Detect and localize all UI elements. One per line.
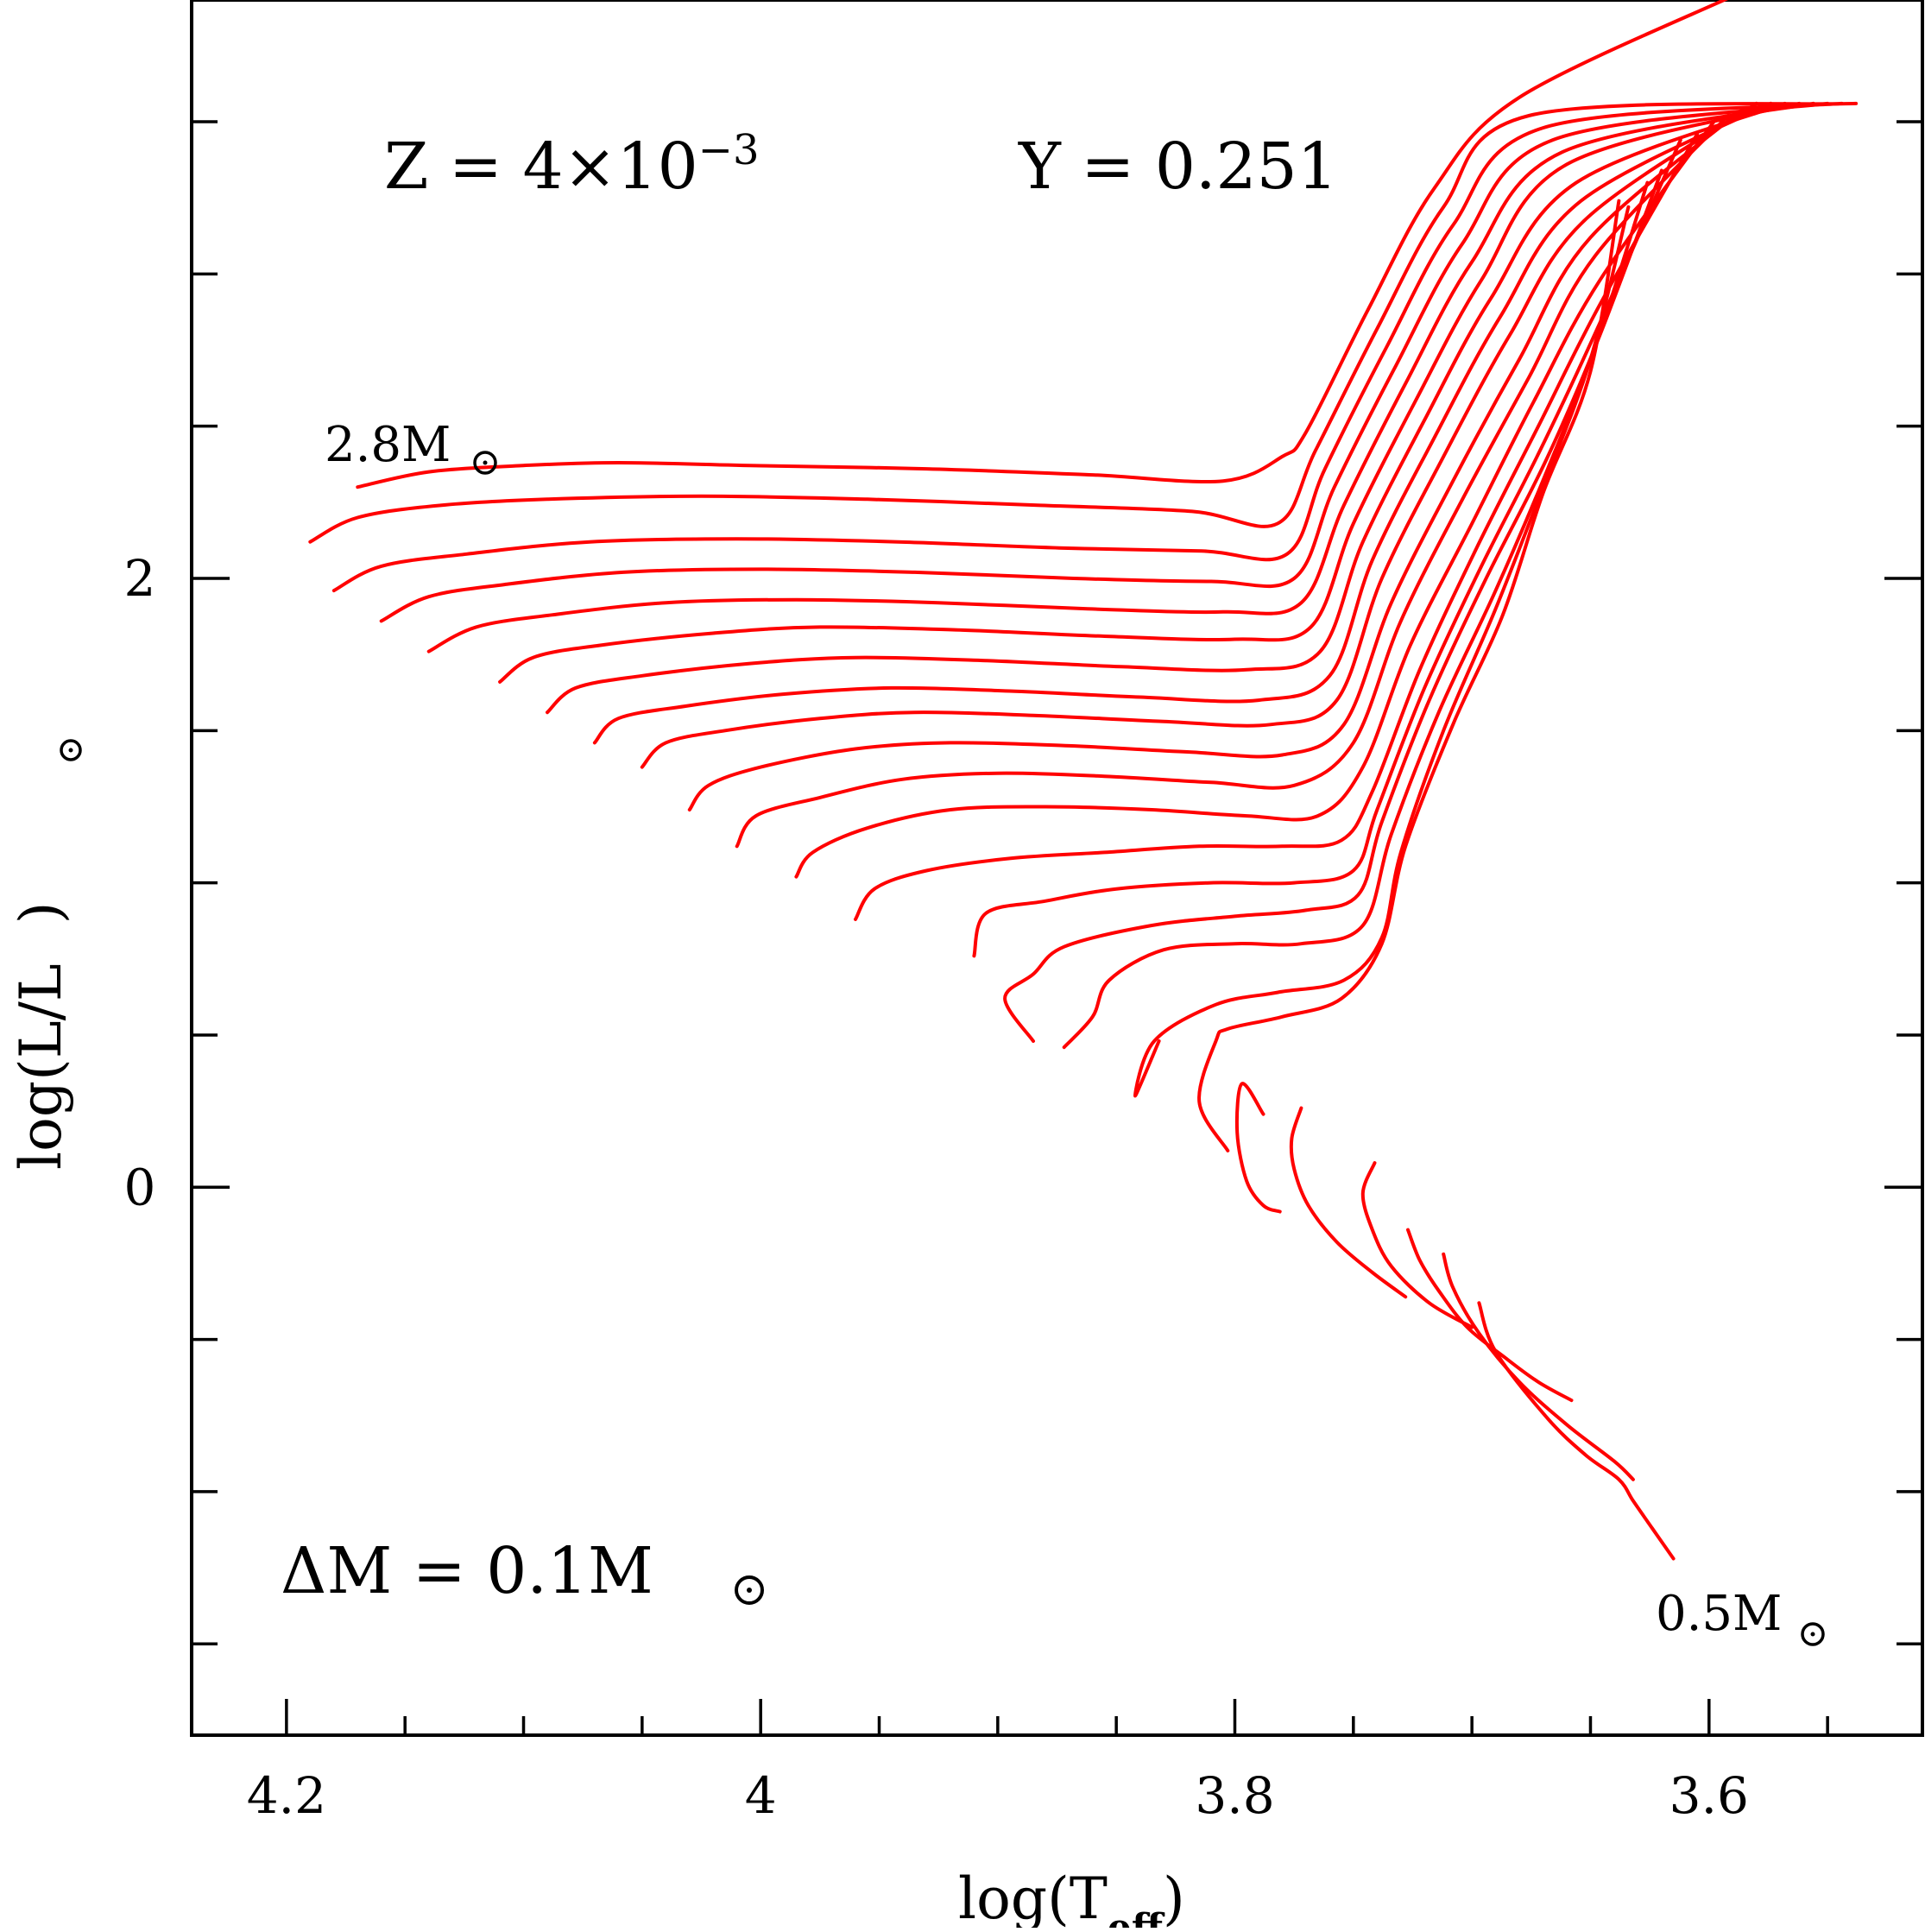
mass-label-low: 0.5M	[1656, 1586, 1782, 1642]
track-10-tenths-msun	[1234, 1082, 1282, 1214]
track-28-tenths-msun	[356, 0, 1729, 489]
track-6-tenths-msun	[1442, 1252, 1635, 1481]
track-17-tenths-msun	[794, 120, 1716, 879]
delta-m-sun-symbol	[735, 1575, 764, 1605]
evolutionary-tracks	[308, 0, 1859, 1561]
track-12-tenths-msun	[1133, 205, 1631, 1098]
composition-z-annotation: Z = 4×10−3	[384, 126, 759, 204]
track-27-tenths-msun	[308, 101, 1859, 544]
plot-frame	[190, 0, 1924, 1737]
y-axis-sun-symbol	[60, 739, 82, 761]
track-7-tenths-msun	[1406, 1228, 1574, 1403]
x-axis-label: log(Teff)	[958, 1866, 1185, 1928]
track-11-tenths-msun	[1197, 199, 1621, 1152]
composition-z-exponent: −3	[698, 126, 760, 174]
track-25-tenths-msun	[379, 101, 1830, 623]
track-21-tenths-msun	[592, 101, 1773, 745]
track-14-tenths-msun	[1003, 168, 1663, 1043]
track-26-tenths-msun	[331, 101, 1844, 593]
track-16-tenths-msun	[854, 132, 1700, 921]
x-tick-label: 3.6	[1669, 1766, 1749, 1825]
y-tick-label: 2	[124, 549, 156, 608]
mass-label-high-sun-symbol	[473, 451, 497, 475]
x-tick-label: 4	[745, 1766, 777, 1825]
track-22-tenths-msun	[546, 101, 1787, 715]
track-15-tenths-msun	[972, 138, 1682, 958]
track-23-tenths-msun	[498, 101, 1802, 684]
y-axis-label: log(L/L)	[8, 902, 74, 1170]
track-18-tenths-msun	[735, 114, 1730, 849]
mass-label-low-sun-symbol	[1801, 1622, 1825, 1646]
tick-labels: 4.2 4 3.8 3.6 0 2	[124, 549, 1749, 1825]
y-tick-label: 0	[124, 1158, 156, 1216]
track-13-tenths-msun	[1062, 180, 1650, 1050]
track-20-tenths-msun	[640, 101, 1758, 769]
x-tick-label: 3.8	[1195, 1766, 1274, 1825]
x-axis-label-subscript: eff	[1108, 1906, 1165, 1929]
track-24-tenths-msun	[426, 101, 1815, 653]
mass-label-high: 2.8M	[325, 417, 451, 473]
delta-m-annotation: ΔM = 0.1M	[281, 1534, 653, 1608]
track-8-tenths-msun	[1360, 1161, 1474, 1329]
track-19-tenths-msun	[687, 107, 1745, 811]
composition-y-annotation: Y = 0.251	[1018, 129, 1338, 204]
axis-ticks	[192, 120, 1922, 1735]
y-axis-label-group: log(L/L)	[8, 739, 82, 1170]
track-9-tenths-msun	[1289, 1106, 1408, 1299]
x-tick-label: 4.2	[247, 1766, 326, 1825]
